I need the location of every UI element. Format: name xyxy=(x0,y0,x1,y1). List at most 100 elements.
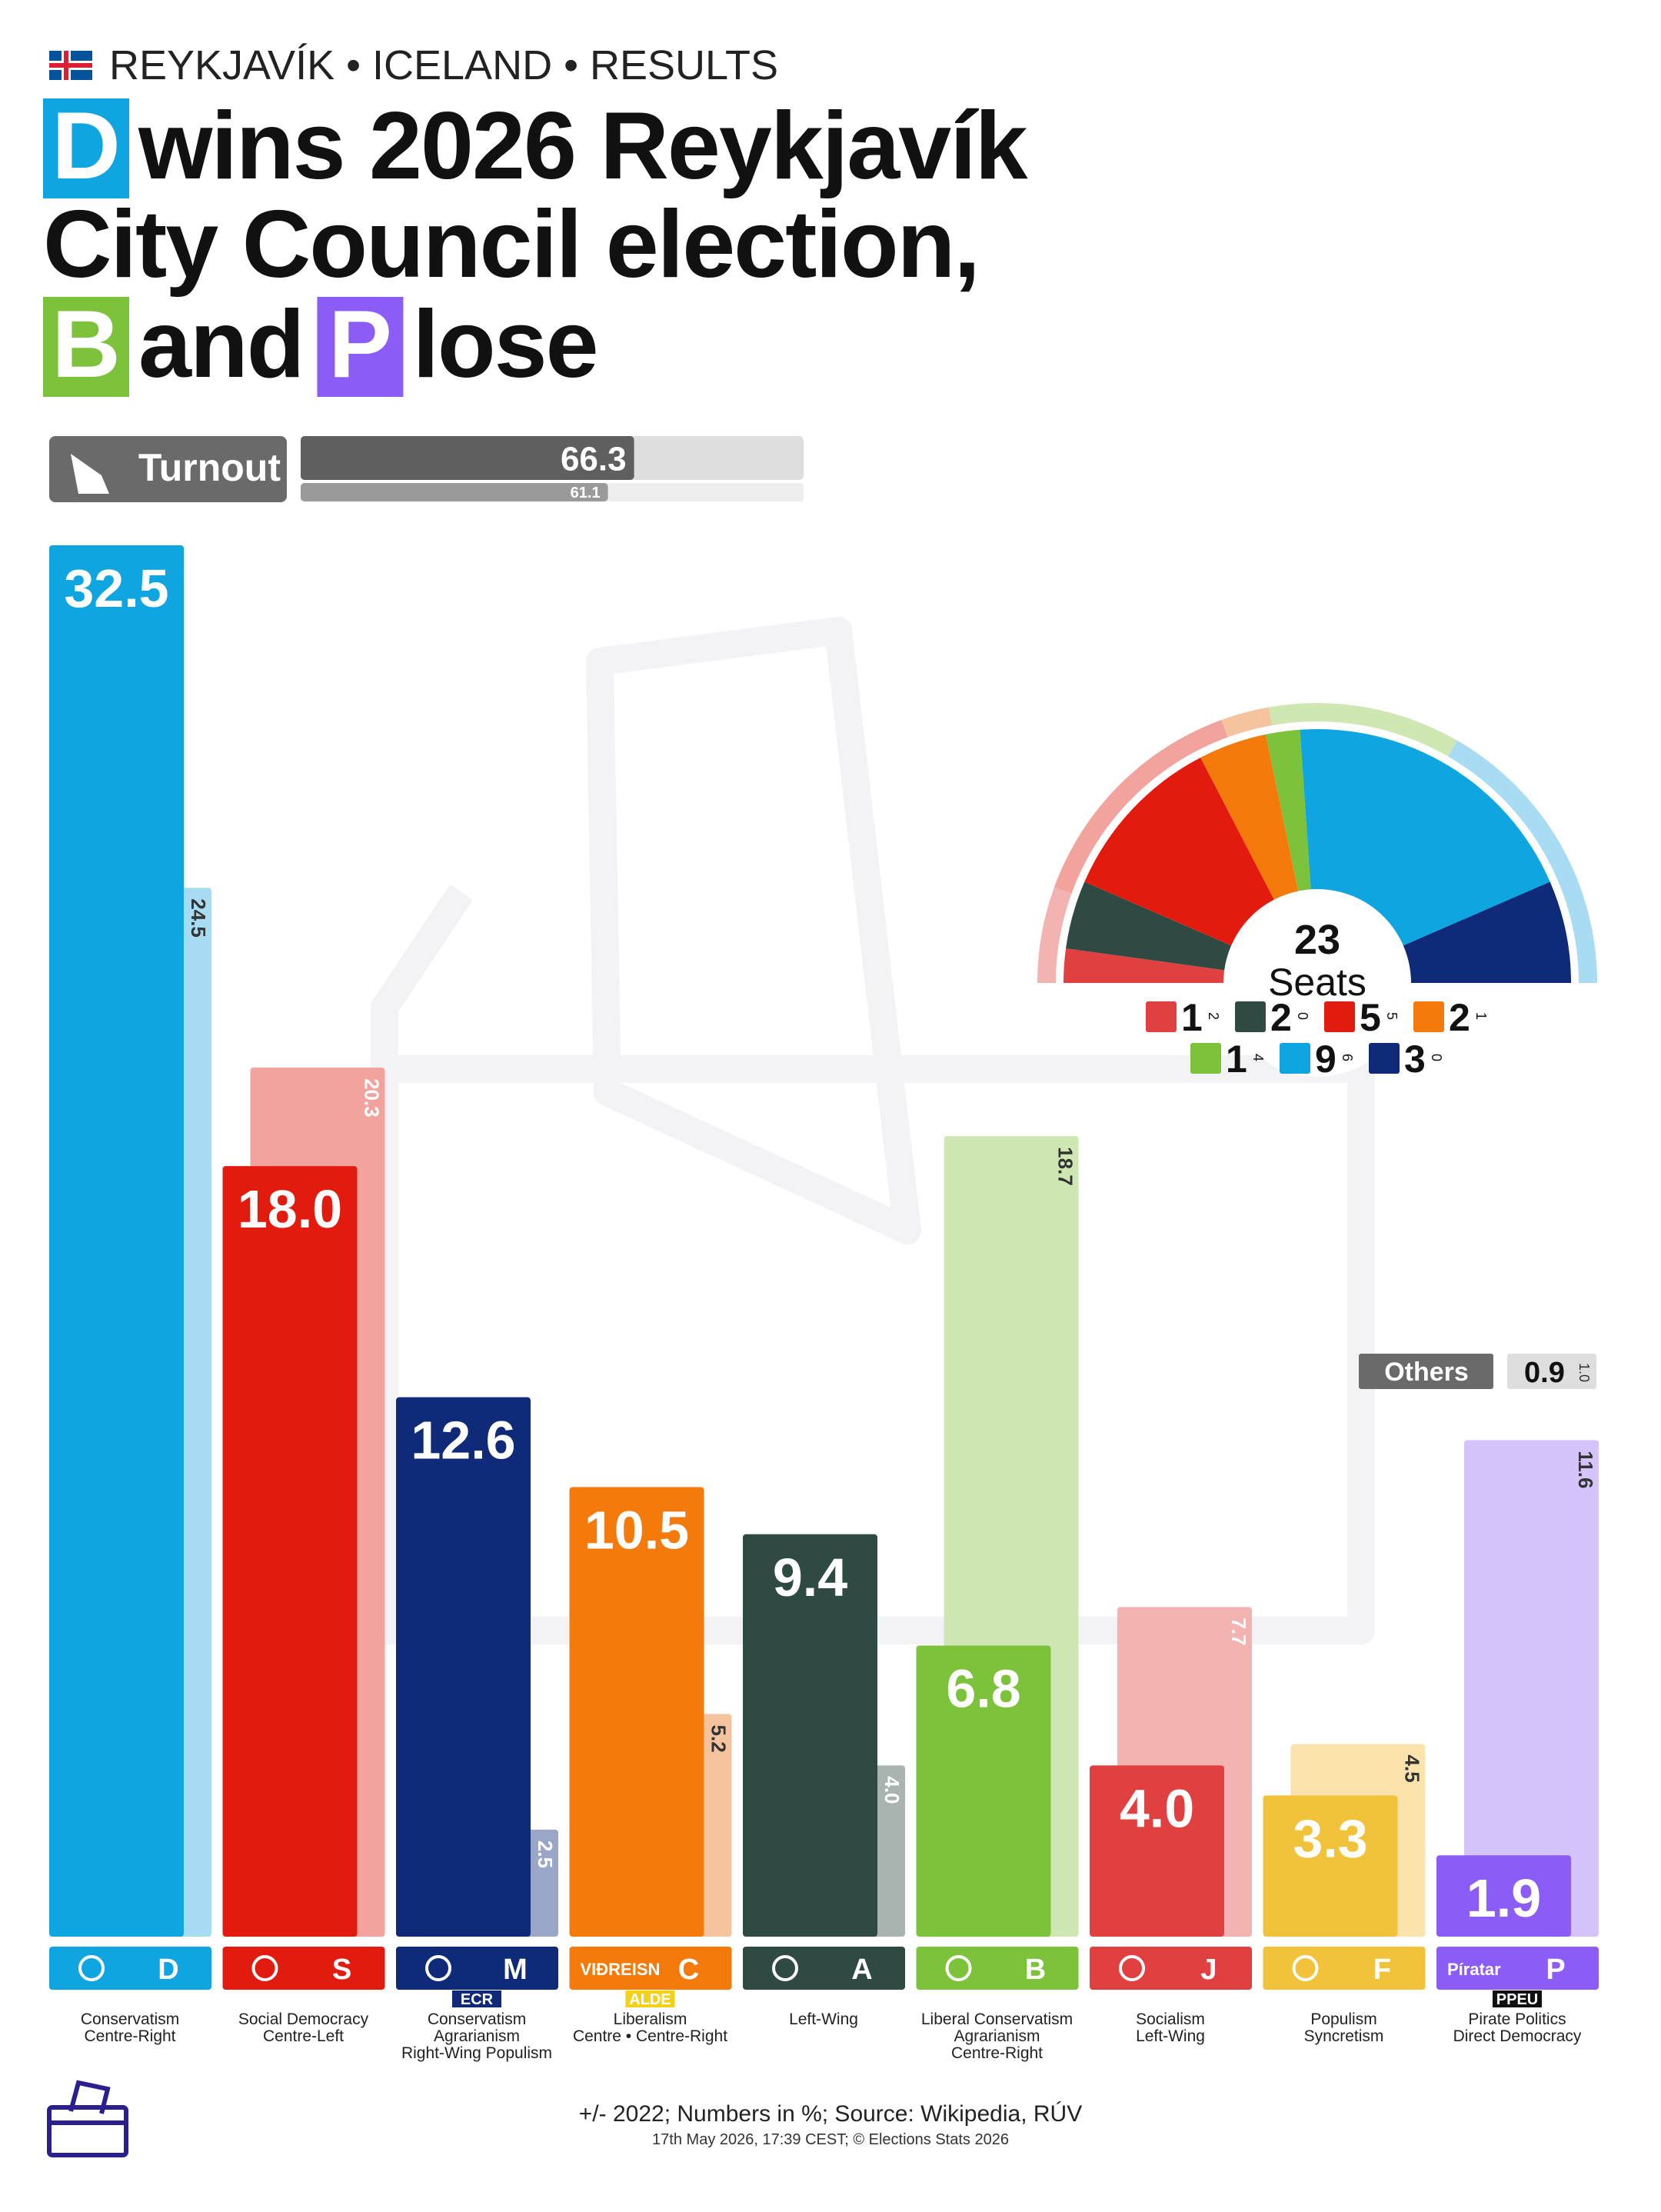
party-logo-text: VIÐREISN xyxy=(581,1960,661,1979)
value-label-2022: 11.6 xyxy=(1574,1451,1597,1488)
party-logo-text: Píratar xyxy=(1447,1960,1501,1979)
ideology: Populism xyxy=(1310,2010,1376,2028)
seat-ring-2022 xyxy=(1054,719,1228,894)
ideology: Syncretism xyxy=(1304,2027,1384,2045)
seat-previous: 0 xyxy=(1295,1012,1310,1020)
title-badge xyxy=(43,297,129,397)
turnout-value: 61.1 xyxy=(571,485,601,501)
value-label-2026: 12.6 xyxy=(411,1411,515,1471)
others-label: Others xyxy=(1384,1358,1469,1387)
value-label-2026: 6.8 xyxy=(946,1659,1020,1719)
others-box xyxy=(1507,1354,1596,1389)
others-tag xyxy=(1359,1354,1493,1389)
bar-2026 xyxy=(222,1166,358,1937)
seat-ring-2022 xyxy=(1221,707,1272,738)
ideology: Centre-Right xyxy=(951,2044,1043,2062)
seat-ring-2022 xyxy=(1037,887,1072,983)
bar-2026 xyxy=(916,1645,1051,1937)
seat-previous: 5 xyxy=(1384,1012,1400,1020)
group-badge xyxy=(1493,1990,1542,2007)
party-letter: F xyxy=(1373,1954,1391,1986)
seat-ring-2022 xyxy=(1448,740,1597,983)
value-label-2022: 4.5 xyxy=(1401,1755,1424,1783)
others-value: 0.9 xyxy=(1524,1357,1565,1389)
value-label-2026: 10.5 xyxy=(584,1501,689,1561)
ideology: Direct Democracy xyxy=(1453,2027,1582,2045)
turnout-bar xyxy=(301,483,608,501)
party-letter: C xyxy=(678,1954,699,1986)
bar-2026 xyxy=(396,1397,531,1937)
ideology: Conservatism xyxy=(428,2010,526,2028)
turnout-bar xyxy=(301,436,634,480)
seat-swatch xyxy=(1280,1043,1310,1074)
party-letter: A xyxy=(851,1954,872,1986)
party-letter: D xyxy=(158,1954,178,1986)
title-letter: P xyxy=(328,291,392,398)
seat-hole xyxy=(1223,889,1411,1077)
seat-slice xyxy=(1064,948,1227,983)
seat-previous: 2 xyxy=(1206,1012,1221,1020)
seat-swatch xyxy=(1146,1001,1177,1032)
seat-count: 2 xyxy=(1270,996,1292,1039)
party-tag xyxy=(1263,1947,1426,1990)
value-label-2026: 4.0 xyxy=(1120,1778,1194,1838)
ideology: Liberalism xyxy=(614,2010,687,2028)
party-logo xyxy=(1292,1955,1319,1981)
seat-count: 1 xyxy=(1181,996,1203,1039)
seat-slice xyxy=(1402,881,1571,983)
seat-count: 2 xyxy=(1449,996,1470,1039)
bar-2026 xyxy=(569,1487,704,1937)
group-label: ECR xyxy=(461,1991,494,2008)
value-label-2026: 32.5 xyxy=(64,558,168,618)
others-previous: 1.0 xyxy=(1576,1363,1592,1382)
party-logo xyxy=(1119,1955,1145,1981)
seat-ring-2022 xyxy=(1268,703,1457,757)
title-text: and xyxy=(138,291,303,398)
seats-label: Seats xyxy=(1268,961,1366,1004)
ideology: Conservatism xyxy=(81,2010,179,2028)
header: REYKJAVÍK • ICELAND • RESULTS xyxy=(109,42,778,88)
ideology: Social Democracy xyxy=(238,2010,369,2028)
seat-slice xyxy=(1066,881,1233,971)
turnout-title: Turnout xyxy=(138,446,281,489)
flag xyxy=(49,51,92,80)
value-label-2022: 18.7 xyxy=(1054,1147,1077,1186)
seat-previous: 6 xyxy=(1340,1054,1355,1061)
value-label-2026: 1.9 xyxy=(1466,1868,1541,1928)
ideology: Pirate Politics xyxy=(1468,2010,1566,2028)
party-logo xyxy=(945,1955,972,1981)
party-logo xyxy=(251,1955,278,1981)
group-label: ALDE xyxy=(629,1991,671,2008)
seat-swatch xyxy=(1413,1001,1444,1032)
seat-previous: 0 xyxy=(1429,1054,1444,1061)
party-tag xyxy=(49,1947,211,1990)
title-badge xyxy=(43,98,129,198)
ideology: Agrarianism xyxy=(434,2027,520,2045)
ideology: Liberal Conservatism xyxy=(921,2010,1073,2028)
ideology: Centre • Centre-Right xyxy=(573,2027,727,2045)
title-letter: B xyxy=(52,291,121,398)
footnote: 17th May 2026, 17:39 CEST; © Elections S… xyxy=(652,2131,1009,2148)
party-letter: M xyxy=(503,1954,528,1986)
title-badge xyxy=(317,297,404,397)
value-label-2022: 5.2 xyxy=(707,1725,731,1753)
party-letter: B xyxy=(1025,1954,1046,1986)
plot: 24.532.5DConservatismCentre-Right20.318.… xyxy=(49,545,1599,2062)
ideology: Right-Wing Populism xyxy=(401,2044,552,2062)
party-letter: P xyxy=(1546,1954,1565,1986)
ideology: Centre-Left xyxy=(263,2027,344,2045)
group-badge xyxy=(452,1990,501,2007)
title-text: wins 2026 Reykjavík xyxy=(138,93,1029,199)
turnout-value: 66.3 xyxy=(561,440,627,478)
seat-previous: 1 xyxy=(1473,1012,1489,1020)
group-badge xyxy=(625,1990,675,2007)
bar-2026 xyxy=(1263,1795,1398,1937)
party-tag xyxy=(222,1947,385,1990)
seat-slice xyxy=(1084,757,1275,947)
ideology: Agrarianism xyxy=(954,2027,1040,2045)
ideology: Centre-Right xyxy=(84,2027,175,2045)
party-letter: S xyxy=(332,1954,351,1986)
